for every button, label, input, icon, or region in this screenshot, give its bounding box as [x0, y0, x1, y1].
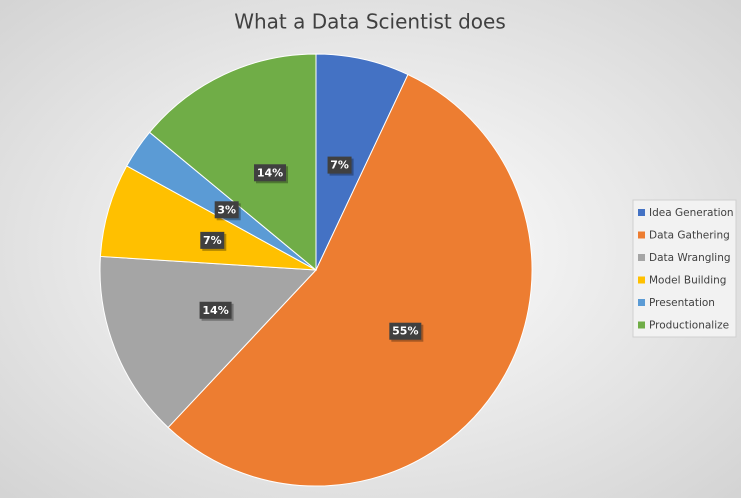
data-label: 14% [257, 166, 283, 179]
label-box [200, 231, 225, 249]
data-label: 14% [202, 304, 228, 317]
legend-label: Data Gathering [649, 230, 730, 242]
pie-slice [99, 255, 318, 429]
legend-label: Model Building [649, 275, 726, 287]
legend-label: Presentation [649, 297, 715, 309]
label-box [327, 156, 352, 174]
legend-swatch [638, 321, 645, 329]
legend-swatch [638, 209, 645, 216]
data-label: 55% [392, 325, 418, 338]
legend-swatch [638, 254, 645, 261]
data-label: 7% [203, 234, 222, 247]
pie-slice [167, 73, 533, 487]
pie-slice [148, 53, 317, 272]
data-label: 7% [330, 159, 349, 172]
data-label: 3% [217, 203, 236, 216]
label-box [389, 322, 422, 340]
label-box [199, 301, 232, 319]
legend-label: Productionalize [649, 320, 729, 332]
legend-label: Data Wrangling [649, 252, 731, 264]
legend-label: Idea Generation [649, 207, 734, 219]
legend-swatch [638, 231, 645, 239]
legend-swatch [638, 299, 645, 306]
label-box [214, 201, 239, 219]
label-box [254, 164, 287, 182]
chart-title: What a Data Scientist does [234, 10, 506, 34]
legend-swatch [638, 276, 645, 284]
legend-box [632, 199, 737, 338]
